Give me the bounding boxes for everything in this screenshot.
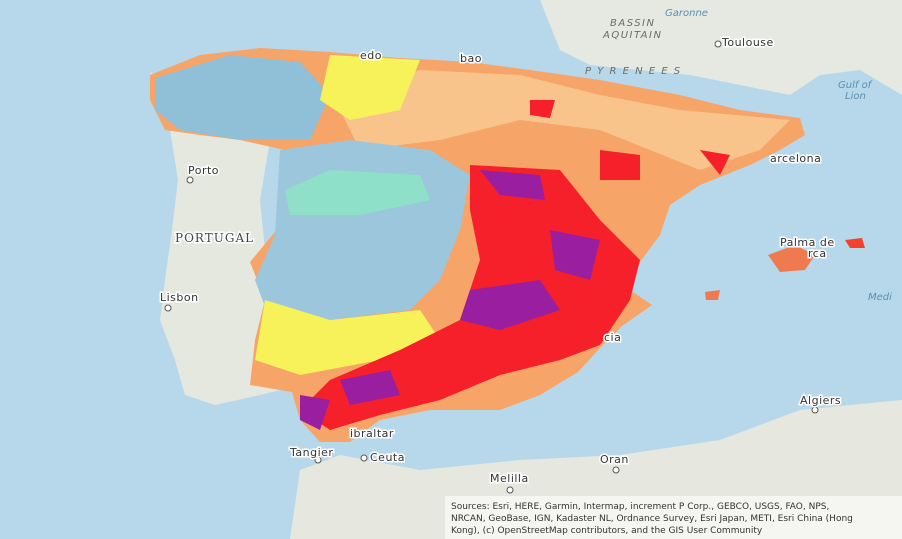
portugal: [150, 72, 280, 405]
zone-red: [530, 100, 730, 180]
label: ibraltar: [350, 427, 394, 440]
label: Gulf of: [838, 80, 873, 91]
city-dot: [360, 454, 368, 462]
city-dot: [714, 40, 722, 48]
city-dot: [314, 456, 322, 464]
label: Lion: [845, 91, 866, 102]
label: AQUITAIN: [602, 30, 662, 41]
ibiza: [705, 290, 720, 300]
city-dot: [811, 406, 819, 414]
attribution: NRCAN, GeoBase, IGN, Kadaster NL, Ordnan…: [451, 514, 853, 524]
label: Porto: [188, 164, 219, 177]
attribution: Sources: Esri, HERE, Garmin, Intermap, i…: [451, 502, 829, 512]
menorca: [845, 238, 865, 248]
city-dot: [506, 486, 514, 494]
zone-yellow: [255, 300, 440, 375]
label: cia: [604, 331, 621, 344]
label: Ceuta: [370, 451, 405, 464]
label: BASSIN: [610, 18, 655, 29]
label: Melilla: [490, 472, 529, 485]
zone-purple: [300, 170, 600, 430]
city-dot: [164, 304, 172, 312]
attribution-bg: [445, 496, 902, 539]
label: rca: [808, 247, 827, 260]
label: P Y R E N E E S: [585, 66, 682, 77]
label: PORTUGAL: [175, 231, 254, 245]
attribution: Kong), (c) OpenStreetMap contributors, a…: [451, 526, 763, 536]
zone-cyan: [285, 170, 430, 215]
city-dot: [186, 176, 194, 184]
label: Lisbon: [160, 291, 199, 304]
label: Garonne: [665, 8, 708, 19]
label: arcelona: [770, 152, 821, 165]
label: Toulouse: [721, 36, 774, 49]
label: bao: [460, 52, 482, 65]
label: edo: [360, 49, 382, 62]
label: Oran: [600, 453, 629, 466]
label: Palma de: [780, 236, 835, 249]
france: [540, 0, 902, 95]
label: Algiers: [800, 394, 841, 407]
label: Medi: [868, 292, 892, 303]
city-dot: [612, 466, 620, 474]
zone-yellow: [320, 55, 420, 120]
zone-blue: [155, 55, 330, 140]
mallorca: [768, 245, 815, 272]
zone-light: [330, 70, 790, 170]
label: Tangier: [289, 446, 333, 459]
